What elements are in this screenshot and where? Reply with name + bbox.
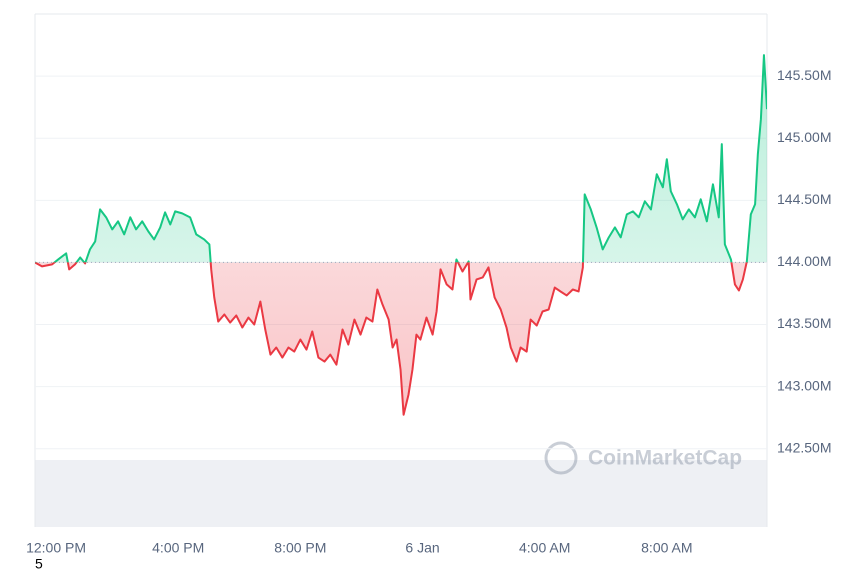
x-tick-label: 12:00 PM: [26, 540, 86, 556]
y-tick-label: 145.00M: [777, 129, 831, 145]
watermark: CoinMarketCap: [544, 441, 742, 475]
area-up: [35, 55, 767, 263]
x-tick-label: 6 Jan: [405, 540, 439, 556]
y-tick-label: 144.50M: [777, 191, 831, 207]
x-tick-label: 4:00 AM: [519, 540, 570, 556]
volume-area: [35, 460, 767, 527]
price-line-up: [35, 54, 767, 263]
watermark-logo: [544, 441, 578, 475]
y-tick-label: 145.50M: [777, 67, 831, 83]
x-tick-label: 8:00 AM: [641, 540, 692, 556]
y-tick-label: 144.00M: [777, 253, 831, 269]
x-tick-label: 4:00 PM: [152, 540, 204, 556]
area-down: [35, 262, 747, 415]
y-tick-label: 143.00M: [777, 377, 831, 393]
y-tick-label: 142.50M: [777, 439, 831, 455]
y-tick-label: 143.50M: [777, 315, 831, 331]
footnote: 5: [35, 556, 43, 572]
watermark-text: CoinMarketCap: [588, 447, 742, 470]
x-tick-label: 8:00 PM: [274, 540, 326, 556]
price-line-down: [35, 262, 748, 416]
